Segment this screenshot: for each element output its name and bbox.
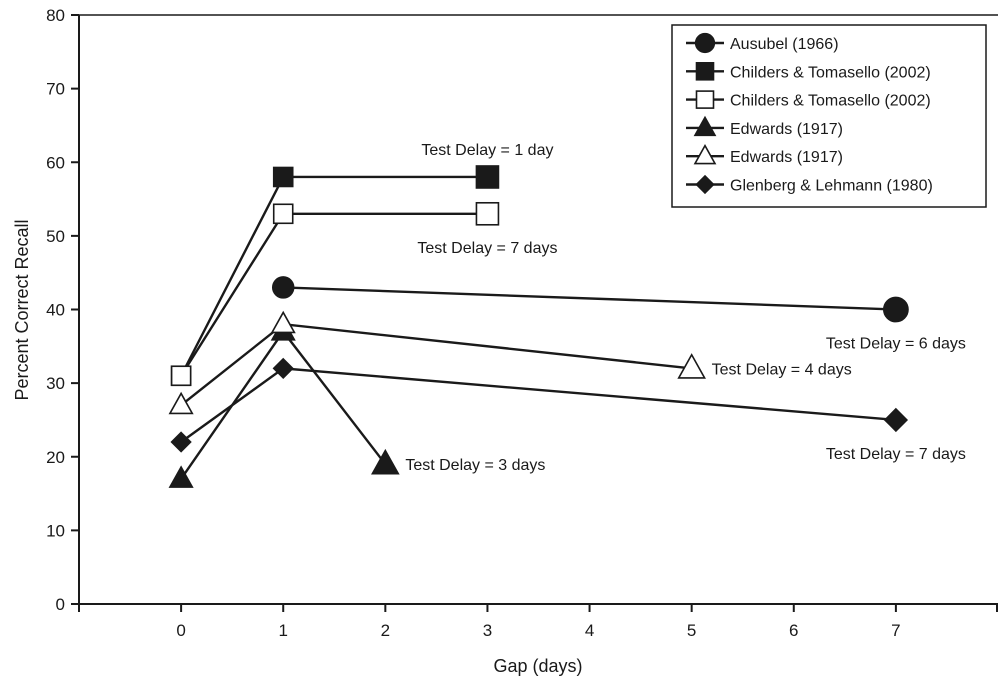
series-triangle-filled: [168, 318, 400, 488]
annotation-label: Test Delay = 7 days: [826, 446, 966, 463]
series-diamond-filled: [170, 357, 909, 453]
data-point: [475, 201, 500, 226]
legend-marker: [693, 115, 717, 137]
annotation-layer: Test Delay = 1 day Test Delay = 7 days Tes…: [405, 142, 966, 474]
data-point: [170, 431, 192, 453]
y-tick-label: 10: [46, 521, 65, 540]
series-line: [180, 329, 387, 480]
data-point: [271, 276, 295, 299]
legend-label: Glenberg & Lehmann (1980): [730, 178, 933, 195]
data-point: [883, 407, 909, 433]
series-line: [180, 212, 488, 377]
legend-label: Ausubel (1966): [730, 36, 839, 53]
x-tick-label: 4: [585, 621, 594, 640]
x-tick-label: 3: [483, 621, 492, 640]
data-point: [272, 357, 294, 380]
data-point: [168, 465, 194, 488]
y-tick-label: 50: [46, 227, 65, 246]
data-point: [677, 353, 706, 379]
annotation-label: Test Delay = 7 days: [417, 240, 557, 257]
y-ticks: 0 10 20 30 40 50 60 70 80: [46, 6, 79, 614]
x-tick-label: 1: [278, 621, 287, 640]
legend-item: Edwards (1917): [686, 144, 843, 166]
legend-marker: [695, 90, 715, 109]
y-axis-title: Percent Correct Recall: [12, 219, 32, 400]
series-line: [180, 322, 692, 407]
annotation-label: Test Delay = 6 days: [826, 336, 966, 353]
series-line: [180, 175, 488, 377]
legend-items: Ausubel (1966) Childers & Tomasello (2002…: [686, 32, 933, 195]
y-tick-label: 40: [46, 301, 65, 320]
legend-marker: [693, 144, 717, 165]
annotation-label: Test Delay = 3 days: [405, 457, 545, 474]
legend: Ausubel (1966) Childers & Tomasello (2002…: [671, 24, 987, 208]
series-square-open: [170, 201, 500, 387]
legend-item: Childers & Tomasello (2002): [686, 90, 931, 110]
series-layer: [168, 165, 909, 488]
data-point: [272, 203, 294, 225]
x-tick-label: 7: [891, 621, 900, 640]
annotation-label: Test Delay = 1 day: [421, 142, 553, 159]
x-tick-label: 2: [381, 621, 390, 640]
y-tick-label: 30: [46, 374, 65, 393]
legend-marker: [695, 174, 715, 195]
series-square-filled: [170, 165, 500, 387]
legend-label: Edwards (1917): [730, 149, 843, 166]
x-tick-label: 0: [176, 621, 185, 640]
y-tick-label: 70: [46, 80, 65, 99]
x-axis-title: Gap (days): [493, 656, 582, 676]
data-point: [882, 296, 909, 323]
legend-item: Glenberg & Lehmann (1980): [686, 174, 933, 195]
series-line: [283, 286, 896, 311]
y-tick-label: 0: [56, 595, 65, 614]
legend-item: Childers & Tomasello (2002): [686, 61, 931, 81]
x-tick-label: 6: [789, 621, 798, 640]
data-point: [170, 365, 192, 387]
data-point: [371, 448, 400, 475]
legend-item: Ausubel (1966): [686, 32, 839, 54]
data-point: [475, 165, 500, 189]
series-line: [180, 367, 896, 443]
y-tick-label: 80: [46, 6, 65, 25]
legend-box: [671, 24, 987, 208]
legend-label: Edwards (1917): [730, 121, 843, 138]
legend-item: Edwards (1917): [686, 115, 843, 138]
data-point: [272, 166, 294, 188]
annotation-label: Test Delay = 4 days: [712, 361, 852, 378]
legend-label: Childers & Tomasello (2002): [730, 64, 931, 81]
series-circle-filled: [271, 276, 909, 323]
series-triangle-open: [168, 310, 706, 415]
legend-marker: [695, 61, 715, 81]
legend-marker: [694, 32, 716, 54]
y-tick-label: 60: [46, 153, 65, 172]
x-ticks: 0 1 2 3 4 5 6 7: [78, 604, 998, 640]
legend-label: Childers & Tomasello (2002): [730, 93, 931, 110]
y-tick-label: 20: [46, 448, 65, 467]
x-tick-label: 5: [687, 621, 696, 640]
data-point: [270, 310, 296, 334]
data-point: [168, 391, 194, 415]
